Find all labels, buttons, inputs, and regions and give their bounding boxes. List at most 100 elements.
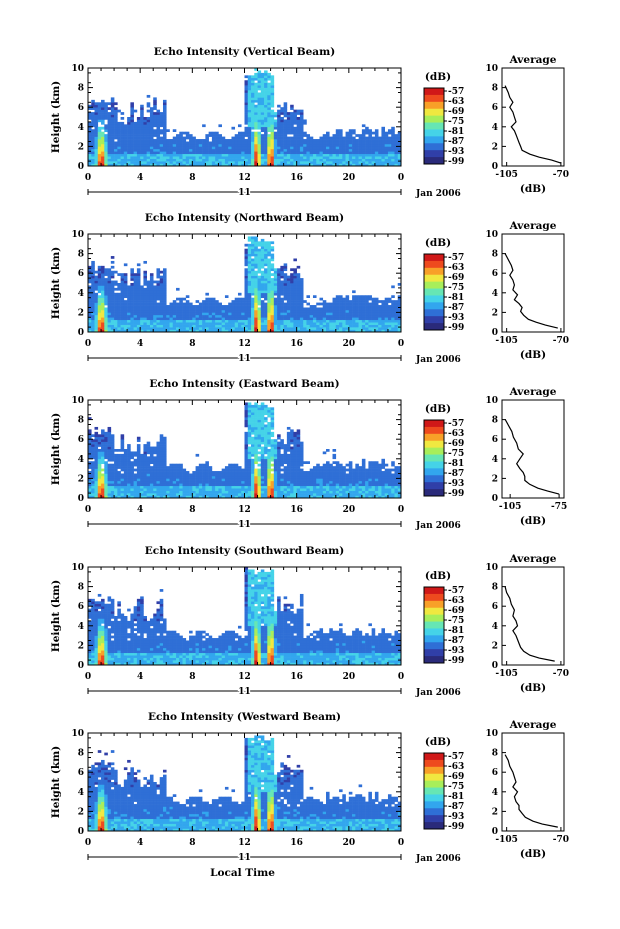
heatmap-cell (241, 314, 245, 318)
heatmap-cell (107, 107, 112, 110)
heatmap-cell (224, 146, 229, 150)
heatmap-cell (371, 329, 376, 333)
heatmap-cell (208, 309, 213, 313)
heatmap-cell (179, 475, 183, 479)
heatmap-cell (394, 136, 399, 140)
heatmap-cell (299, 151, 304, 155)
heatmap-cell (127, 490, 131, 494)
heatmap-cell (104, 300, 108, 303)
heatmap-cell (162, 273, 167, 276)
heatmap-cell (391, 158, 395, 162)
heatmap-cell (299, 158, 304, 162)
x-tick-label: 4 (137, 173, 143, 183)
heatmap-cell (260, 82, 265, 86)
heatmap-cell (189, 309, 193, 313)
heatmap-cell (332, 158, 337, 162)
heatmap-cell (198, 151, 203, 155)
heatmap-cell (280, 290, 284, 294)
heatmap-cell (244, 478, 249, 482)
heatmap-cell (290, 307, 294, 311)
heatmap-cell (149, 317, 154, 321)
colorbar-segment (424, 254, 444, 258)
heatmap-cell (241, 136, 245, 140)
heatmap-cell (110, 151, 115, 155)
heatmap-cell (244, 327, 249, 330)
heatmap-cell (127, 463, 131, 467)
heatmap-cell (254, 97, 258, 101)
heatmap-cell (368, 136, 372, 140)
heatmap-cell (257, 85, 262, 88)
heatmap-cell (260, 136, 265, 140)
heatmap-cell (348, 322, 353, 325)
heatmap-cell (247, 314, 252, 318)
heatmap-cell (237, 468, 242, 472)
heatmap-cell (97, 461, 102, 464)
heatmap-cell (254, 300, 258, 303)
heatmap-cell (149, 488, 154, 491)
colorbar-tick-label: -99 (448, 323, 464, 333)
heatmap-cell (88, 309, 92, 313)
heatmap-cell (215, 151, 219, 155)
heatmap-cell (251, 263, 255, 267)
heatmap-cell (120, 139, 125, 142)
heatmap-cell (153, 475, 157, 479)
heatmap-cell (329, 305, 333, 308)
heatmap-cell (127, 327, 131, 330)
heatmap-cell (244, 80, 249, 83)
heatmap-cell (101, 475, 105, 479)
heatmap-cell (153, 119, 157, 123)
heatmap-cell (208, 475, 213, 479)
heatmap-cell (224, 156, 229, 159)
heatmap-cell (234, 156, 239, 159)
heatmap-cell (153, 483, 157, 487)
heatmap-cell (244, 141, 249, 145)
heatmap-cell (237, 480, 242, 484)
heatmap-cell (244, 253, 249, 257)
heatmap-cell (185, 136, 190, 140)
heatmap-cell (208, 317, 213, 321)
heatmap-cell (120, 466, 125, 469)
heatmap-cell (387, 161, 392, 164)
heatmap-cell (296, 307, 301, 311)
heatmap-cell (257, 82, 262, 86)
heatmap-cell (120, 280, 125, 284)
heatmap-cell (270, 312, 275, 316)
heatmap-cell (247, 431, 252, 435)
heatmap-cell (211, 473, 216, 477)
heatmap-cell (133, 156, 138, 159)
heatmap-cell (169, 302, 174, 306)
heatmap-cell (189, 319, 193, 323)
heatmap-cell (94, 478, 99, 482)
heatmap-cell (189, 143, 193, 147)
profile-y-tick-label: 10 (485, 64, 498, 74)
heatmap-cell (371, 309, 376, 313)
heatmap-cell (260, 305, 265, 308)
heatmap-cell (270, 329, 275, 333)
heatmap-cell (133, 124, 138, 128)
heatmap-cell (159, 483, 164, 487)
heatmap-cell (332, 300, 337, 303)
heatmap-cell (247, 407, 252, 411)
heatmap-cell (293, 129, 297, 132)
heatmap-cell (114, 314, 118, 318)
heatmap-cell (224, 307, 229, 311)
heatmap-cell (381, 309, 385, 313)
heatmap-cell (205, 480, 209, 484)
heatmap-cell (244, 417, 249, 420)
heatmap-cell (162, 112, 167, 115)
heatmap-cell (371, 151, 376, 155)
heatmap-cell (215, 327, 219, 330)
heatmap-cell (97, 322, 102, 325)
heatmap-cell (94, 107, 99, 110)
heatmap-cell (312, 153, 317, 157)
heatmap-cell (329, 146, 333, 150)
heatmap-cell (254, 305, 258, 308)
heatmap-cell (280, 151, 284, 155)
heatmap-cell (182, 153, 187, 157)
heatmap-cell (153, 156, 157, 159)
heatmap-cell (94, 124, 99, 128)
heatmap-cell (205, 324, 209, 328)
heatmap-cell (101, 268, 105, 272)
heatmap-cell (244, 434, 249, 438)
heatmap-cell (205, 158, 209, 162)
